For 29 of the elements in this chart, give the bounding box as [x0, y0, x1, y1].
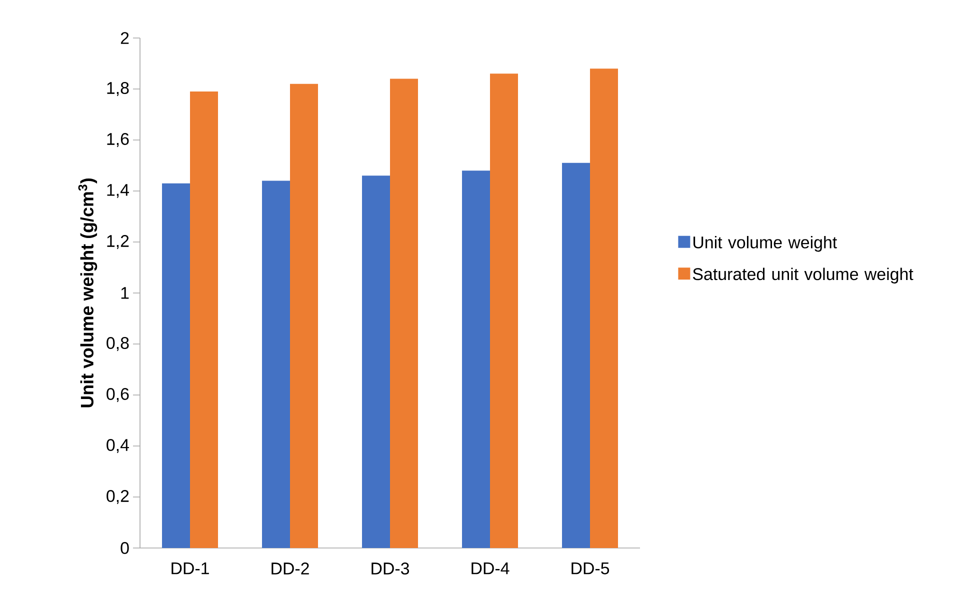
y-tick-label: 0,6	[106, 388, 129, 402]
legend-label: Saturated unit volume weight	[692, 268, 914, 284]
y-tick-label: 1,8	[107, 82, 129, 96]
x-tick-label: DD-3	[372, 562, 410, 575]
x-tick-label: DD-5	[572, 562, 610, 574]
bar	[462, 170, 490, 548]
y-tick-label: 2	[120, 32, 129, 44]
y-axis-title: Unit volume weight (g/cm$^{3}$)	[78, 178, 98, 408]
y-tick-label: 0	[120, 542, 129, 554]
y-tick-label: 1,4	[107, 184, 129, 198]
bar	[362, 176, 390, 548]
y-tick-label: 1	[121, 287, 129, 299]
bar	[190, 92, 218, 548]
x-tick-label: DD-2	[272, 562, 309, 574]
y-tick-label: 0,2	[106, 490, 129, 504]
bar	[290, 84, 318, 548]
bar	[262, 180, 290, 548]
x-tick-label: DD-1	[172, 562, 209, 574]
bar	[162, 183, 190, 548]
bar	[562, 162, 590, 548]
y-tick-label: 0,8	[106, 336, 129, 351]
bar	[390, 78, 418, 548]
y-tick-label: 1,6	[107, 132, 129, 147]
bar	[490, 74, 518, 548]
x-tick-label: DD-4	[472, 562, 510, 574]
y-tick-label: 1,2	[107, 234, 129, 249]
bar	[590, 68, 618, 548]
legend-label: Unit volume weight	[694, 236, 837, 252]
y-tick-label: 0,4	[106, 438, 129, 453]
